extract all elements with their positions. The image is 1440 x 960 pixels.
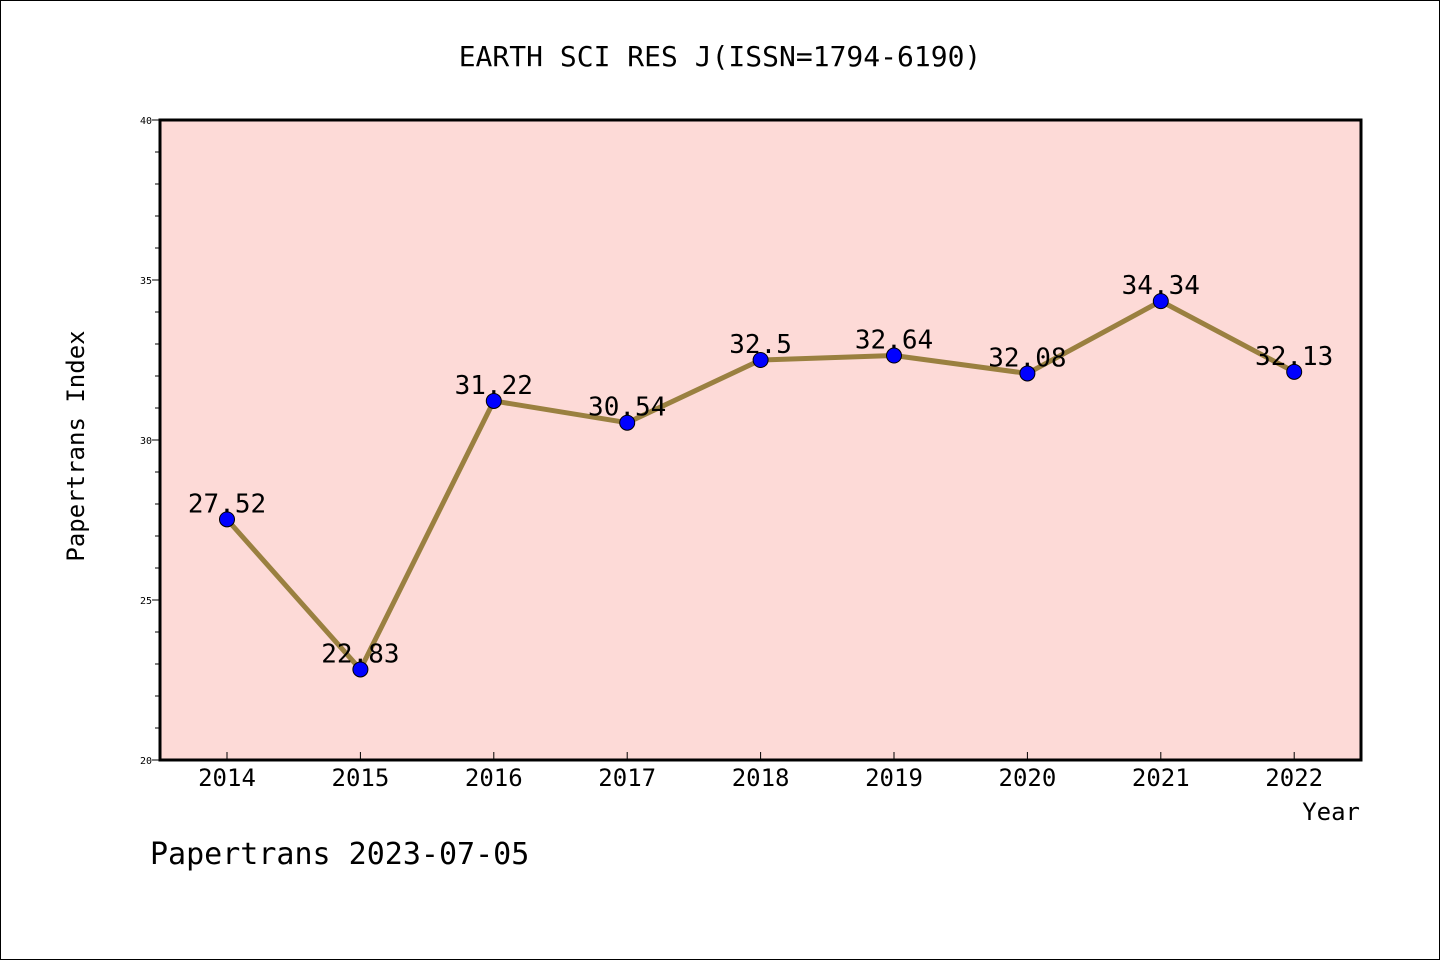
x-tick-label: 2018 (732, 764, 790, 792)
x-tick-label: 2022 (1265, 764, 1323, 792)
x-tick-label: 2020 (999, 764, 1057, 792)
x-axis-ticks: 2014 2015 2016 2017 2018 2019 2020 2021 2022 (198, 752, 1323, 792)
data-point (485, 392, 502, 409)
data-point (886, 347, 902, 364)
data-labels: 27.52 22.83 31.22 30.54 32.5 32.64 32.08 34.34 3… (188, 271, 1333, 669)
x-tick-label: 2015 (332, 764, 390, 792)
y-tick-label: 35 (140, 276, 152, 287)
x-tick-label: 2017 (598, 764, 656, 792)
x-axis-label: Year (1302, 798, 1360, 826)
y-tick-label: 25 (140, 596, 152, 607)
y-tick-label: 20 (140, 756, 152, 767)
data-point (752, 352, 769, 368)
data-point (1286, 363, 1303, 380)
data-point (1019, 365, 1036, 382)
y-axis-ticks: 20 25 30 35 40 (140, 116, 160, 767)
data-label: 31.22 (455, 371, 533, 401)
chart-title: EARTH SCI RES J(ISSN=1794-6190) (459, 40, 982, 73)
data-label: 32.13 (1255, 342, 1333, 372)
footer-note: Papertrans 2023-07-05 (150, 837, 529, 872)
x-tick-label: 2014 (198, 764, 256, 792)
data-label: 27.52 (188, 489, 266, 519)
series-markers (219, 293, 1303, 678)
data-point (219, 511, 235, 528)
x-tick-label: 2021 (1132, 764, 1190, 792)
data-point (619, 414, 636, 431)
y-tick-label: 30 (140, 436, 152, 447)
data-point (1152, 293, 1169, 310)
data-label: 32.64 (855, 326, 933, 356)
data-label: 30.54 (588, 393, 666, 423)
y-tick-label: 40 (140, 116, 152, 127)
data-label: 32.08 (988, 343, 1066, 373)
plot-area (158, 118, 1363, 762)
data-label: 22.83 (321, 639, 399, 669)
data-point (352, 661, 369, 678)
x-tick-label: 2019 (865, 764, 923, 792)
x-tick-label: 2016 (465, 764, 523, 792)
data-label: 34.34 (1122, 271, 1200, 301)
y-axis-label: Papertrans Index (62, 330, 90, 561)
data-label: 32.5 (729, 330, 792, 360)
